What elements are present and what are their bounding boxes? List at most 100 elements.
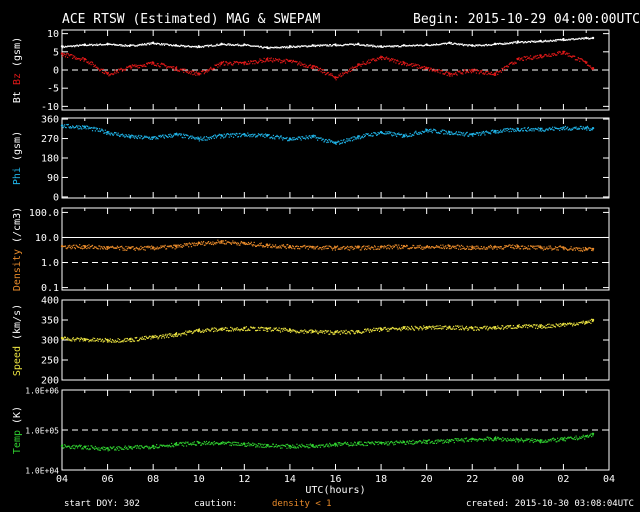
data-dot bbox=[205, 139, 207, 141]
data-dot bbox=[104, 44, 106, 46]
data-dot bbox=[512, 128, 514, 130]
data-dot bbox=[242, 45, 244, 47]
data-dot bbox=[396, 60, 398, 62]
data-dot bbox=[401, 442, 403, 444]
data-dot bbox=[171, 66, 173, 68]
data-dot bbox=[117, 246, 119, 249]
data-dot bbox=[66, 52, 68, 55]
data-dot bbox=[294, 248, 296, 250]
data-dot bbox=[94, 445, 96, 448]
data-dot bbox=[405, 45, 407, 47]
data-dot bbox=[279, 59, 281, 61]
data-dot bbox=[171, 136, 173, 138]
data-dot bbox=[130, 68, 132, 70]
data-dot bbox=[176, 244, 178, 246]
data-dot bbox=[489, 132, 491, 134]
data-dot bbox=[575, 126, 577, 128]
data-dot bbox=[326, 45, 328, 47]
data-dot bbox=[524, 247, 527, 250]
data-dot bbox=[371, 441, 374, 443]
data-dot bbox=[362, 61, 364, 63]
data-dot bbox=[569, 39, 571, 41]
data-dot bbox=[356, 65, 359, 67]
data-dot bbox=[163, 444, 165, 446]
data-dot bbox=[122, 135, 124, 137]
data-dot bbox=[508, 43, 510, 45]
data-dot bbox=[542, 129, 544, 131]
data-dot bbox=[281, 327, 283, 330]
data-dot bbox=[70, 447, 72, 449]
data-dot bbox=[116, 446, 118, 449]
data-dot bbox=[314, 248, 317, 250]
data-dot bbox=[276, 47, 278, 49]
data-dot bbox=[183, 333, 185, 335]
data-dot bbox=[338, 443, 340, 445]
data-dot bbox=[479, 326, 481, 329]
data-dot bbox=[273, 446, 275, 448]
data-dot bbox=[193, 331, 195, 333]
data-dot bbox=[114, 43, 116, 46]
data-dot bbox=[199, 442, 201, 444]
data-dot bbox=[472, 329, 475, 331]
data-dot bbox=[589, 434, 591, 436]
data-dot bbox=[517, 441, 520, 443]
data-dot bbox=[279, 62, 282, 64]
data-dot bbox=[522, 248, 525, 250]
data-dot bbox=[386, 45, 388, 47]
data-dot bbox=[329, 141, 332, 143]
data-dot bbox=[546, 41, 548, 43]
data-dot bbox=[306, 444, 308, 446]
data-dot bbox=[386, 58, 388, 60]
data-dot bbox=[317, 137, 319, 139]
data-dot bbox=[463, 135, 465, 137]
data-dot bbox=[383, 443, 386, 445]
data-dot bbox=[161, 135, 163, 138]
data-point bbox=[357, 135, 360, 138]
data-dot bbox=[219, 65, 221, 67]
data-dot bbox=[413, 132, 416, 134]
data-dot bbox=[432, 246, 434, 248]
data-dot bbox=[490, 73, 492, 75]
data-dot bbox=[515, 437, 517, 439]
data-dot bbox=[351, 445, 354, 447]
data-dot bbox=[487, 131, 489, 133]
data-dot bbox=[123, 69, 126, 71]
data-dot bbox=[480, 327, 482, 329]
data-dot bbox=[540, 324, 542, 326]
data-dot bbox=[217, 63, 220, 66]
data-dot bbox=[183, 71, 185, 73]
data-point bbox=[151, 444, 155, 448]
data-dot bbox=[72, 244, 74, 247]
data-dot bbox=[518, 439, 520, 441]
data-dot bbox=[416, 327, 418, 329]
data-dot bbox=[203, 330, 205, 332]
data-dot bbox=[422, 66, 424, 68]
data-dot bbox=[356, 137, 358, 139]
data-dot bbox=[230, 135, 233, 137]
data-dot bbox=[79, 128, 81, 130]
data-dot bbox=[465, 44, 467, 46]
data-dot bbox=[561, 53, 563, 55]
data-dot bbox=[543, 440, 545, 442]
data-dot bbox=[393, 246, 395, 248]
data-dot bbox=[315, 331, 317, 333]
data-dot bbox=[548, 440, 550, 442]
data-dot bbox=[457, 43, 459, 45]
data-dot bbox=[268, 134, 270, 136]
data-dot bbox=[411, 246, 413, 249]
data-dot bbox=[375, 59, 377, 61]
data-dot bbox=[498, 42, 500, 45]
data-dot bbox=[178, 442, 181, 444]
data-dot bbox=[588, 247, 590, 249]
data-dot bbox=[304, 446, 307, 448]
data-dot bbox=[504, 130, 506, 132]
data-dot bbox=[128, 65, 130, 67]
data-dot bbox=[515, 327, 517, 329]
data-dot bbox=[445, 440, 447, 442]
y-tick-label: 1.0E+06 bbox=[25, 387, 59, 396]
data-dot bbox=[428, 70, 431, 72]
data-dot bbox=[472, 132, 475, 135]
data-dot bbox=[161, 63, 163, 65]
data-dot bbox=[337, 332, 339, 334]
